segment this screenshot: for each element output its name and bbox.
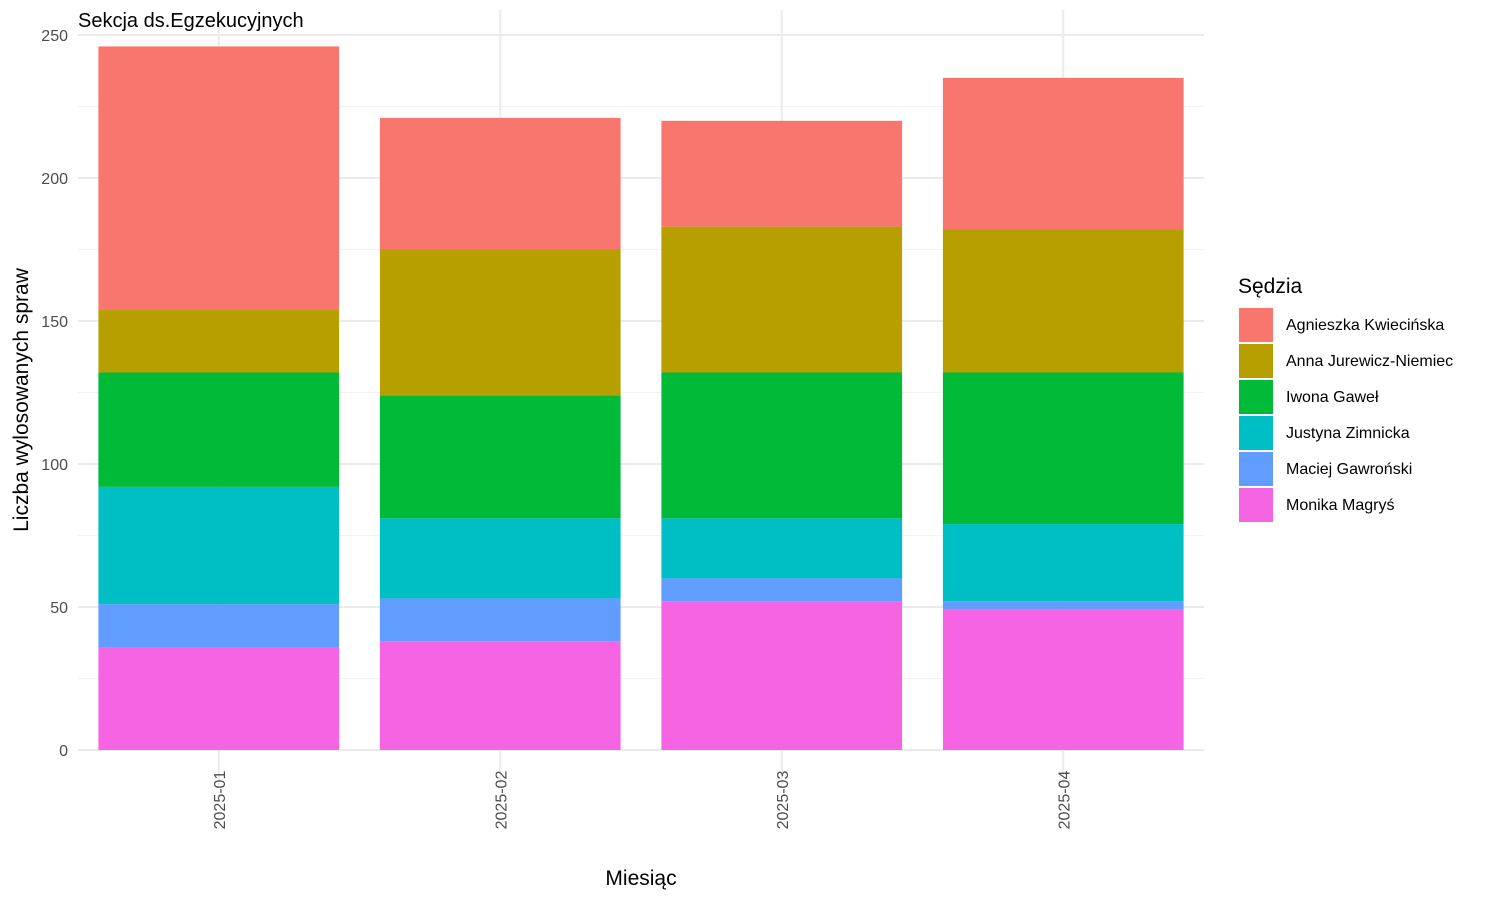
legend: Sędzia Agnieszka Kwiecińska Anna Jurewicz… — [1238, 275, 1453, 522]
bar-segment: Maciej Gawroński 2025-01: 15 — [98, 604, 340, 648]
bar-segment: Iwona Gaweł 2025-01: 40 — [98, 372, 340, 487]
y-tick-label: 150 — [41, 314, 68, 331]
legend-title: Sędzia — [1238, 275, 1303, 298]
y-tick-label: 100 — [41, 457, 68, 474]
bar-segment: Anna Jurewicz-Niemiec 2025-03: 51 — [661, 226, 903, 373]
legend-label: Iwona Gaweł — [1286, 389, 1379, 406]
bar-segment: Agnieszka Kwiecińska 2025-01: 92 — [98, 46, 340, 310]
legend-swatch — [1239, 308, 1273, 342]
bar-segment: Monika Magryś 2025-04: 49 — [942, 609, 1184, 750]
x-axis-ticks: 2025-01 2025-02 2025-03 2025-04 — [212, 771, 1074, 830]
bar-segment: Justyna Zimnicka 2025-01: 41 — [98, 486, 340, 605]
bar-segment: Iwona Gaweł 2025-02: 43 — [379, 395, 621, 519]
legend-swatch — [1239, 344, 1273, 378]
x-axis-title: Miesiąc — [605, 867, 676, 890]
legend-label: Maciej Gawroński — [1286, 461, 1412, 478]
bar-segment: Agnieszka Kwiecińska 2025-02: 46 — [379, 117, 621, 250]
legend-label: Justyna Zimnicka — [1286, 425, 1410, 442]
bar-segment: Monika Magryś 2025-01: 36 — [98, 647, 340, 750]
bar-segment: Justyna Zimnicka 2025-04: 27 — [942, 524, 1184, 602]
legend-label: Agnieszka Kwiecińska — [1286, 317, 1444, 334]
bar-segment: Anna Jurewicz-Niemiec 2025-04: 50 — [942, 229, 1184, 373]
x-tick-label: 2025-02 — [493, 771, 510, 830]
bar-segment: Maciej Gawroński 2025-04: 3 — [942, 601, 1184, 610]
legend-swatch — [1239, 416, 1273, 450]
bar-segment: Justyna Zimnicka 2025-02: 28 — [379, 518, 621, 599]
legend-items: Agnieszka Kwiecińska Anna Jurewicz-Niemie… — [1239, 308, 1453, 522]
legend-swatch — [1239, 488, 1273, 522]
y-axis-title: Liczba wylosowanych spraw — [10, 267, 33, 532]
bar-segment: Monika Magryś 2025-03: 52 — [661, 601, 903, 750]
bar-segment: Anna Jurewicz-Niemiec 2025-01: 22 — [98, 309, 340, 373]
bar-segment: Agnieszka Kwiecińska 2025-04: 53 — [942, 77, 1184, 230]
legend-swatch — [1239, 380, 1273, 414]
bar-segment: Iwona Gaweł 2025-04: 53 — [942, 372, 1184, 525]
y-tick-label: 250 — [41, 28, 68, 45]
y-tick-label: 200 — [41, 171, 68, 188]
bar-segment: Iwona Gaweł 2025-03: 51 — [661, 372, 903, 519]
bar-segment: Justyna Zimnicka 2025-03: 21 — [661, 518, 903, 579]
y-axis-ticks: 0 50 100 150 200 250 — [41, 28, 68, 760]
bar-segment: Monika Magryś 2025-02: 38 — [379, 641, 621, 750]
bar-segment: Anna Jurewicz-Niemiec 2025-02: 51 — [379, 249, 621, 396]
bar-segment: Maciej Gawroński 2025-03: 8 — [661, 578, 903, 602]
legend-label: Anna Jurewicz-Niemiec — [1286, 353, 1453, 370]
x-tick-label: 2025-03 — [775, 771, 792, 830]
x-tick-label: 2025-04 — [1056, 771, 1073, 830]
legend-label: Monika Magryś — [1286, 497, 1394, 514]
x-tick-label: 2025-01 — [212, 771, 229, 830]
y-tick-label: 50 — [50, 600, 68, 617]
bar-segment: Agnieszka Kwiecińska 2025-03: 37 — [661, 120, 903, 227]
chart-title: Sekcja ds.Egzekucyjnych — [78, 10, 304, 32]
bar-segment: Maciej Gawroński 2025-02: 15 — [379, 598, 621, 642]
legend-swatch — [1239, 452, 1273, 486]
y-tick-label: 0 — [59, 743, 68, 760]
bars: Monika Magryś 2025-01: 36Maciej Gawrońsk… — [98, 46, 1184, 750]
